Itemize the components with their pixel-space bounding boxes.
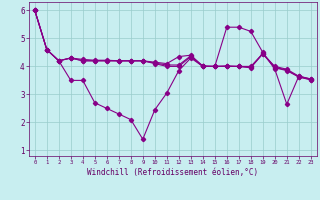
X-axis label: Windchill (Refroidissement éolien,°C): Windchill (Refroidissement éolien,°C) [87, 168, 258, 177]
